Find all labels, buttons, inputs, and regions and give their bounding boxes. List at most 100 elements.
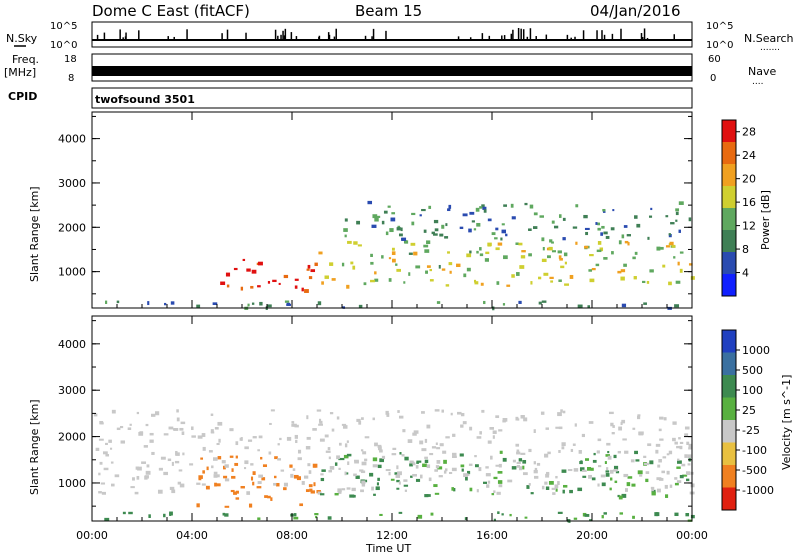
range-gate-cell — [595, 222, 598, 225]
x-tick-label: 00:00 — [76, 529, 108, 542]
colorbar-tick-label: 20 — [742, 173, 756, 186]
range-gate-cell — [212, 302, 218, 305]
range-gate-cell — [485, 473, 491, 477]
range-gate-cell — [179, 483, 185, 488]
range-gate-cell — [134, 491, 139, 495]
range-gate-cell — [533, 212, 538, 216]
range-gate-cell — [313, 482, 316, 487]
range-gate-cell — [545, 473, 550, 478]
range-gate-cell — [675, 219, 678, 222]
range-gate-cell — [647, 443, 652, 447]
range-gate-cell — [419, 440, 424, 445]
range-gate-cell — [105, 454, 110, 457]
range-gate-cell — [138, 431, 144, 436]
range-gate-cell — [665, 245, 670, 248]
range-gate-cell — [217, 474, 220, 478]
range-gate-cell — [231, 468, 234, 472]
range-gate-cell — [546, 471, 550, 476]
range-gate-cell — [210, 413, 214, 416]
range-gate-cell — [539, 215, 544, 218]
range-gate-cell — [308, 276, 313, 280]
range-gate-cell — [379, 458, 385, 463]
range-gate-cell — [391, 453, 397, 456]
range-gate-cell — [690, 276, 695, 280]
range-gate-cell — [415, 265, 421, 269]
range-gate-cell — [671, 244, 676, 248]
range-gate-cell — [482, 206, 487, 210]
range-gate-cell — [163, 433, 169, 436]
range-gate-cell — [662, 456, 667, 459]
noise-trace — [92, 28, 692, 41]
range-gate-cell — [371, 486, 374, 491]
colorbar-segment — [722, 487, 736, 510]
range-gate-cell — [379, 449, 383, 453]
range-gate-cell — [436, 301, 441, 304]
range-gate-cell — [655, 443, 661, 447]
range-gate-cell — [502, 418, 508, 422]
range-gate-cell — [481, 204, 485, 208]
range-gate-cell — [381, 455, 386, 460]
range-gate-cell — [677, 261, 680, 266]
range-gate-cell — [559, 257, 563, 261]
range-gate-cell — [105, 300, 108, 304]
range-gate-cell — [684, 426, 690, 430]
colorbar-segment — [722, 230, 736, 252]
range-gate-cell — [412, 461, 415, 465]
range-gate-cell — [181, 431, 185, 435]
range-gate-cell — [317, 491, 322, 495]
range-gate-cell — [622, 438, 627, 441]
range-gate-cell — [116, 427, 121, 431]
range-gate-cell — [510, 203, 514, 208]
range-gate-cell — [409, 463, 413, 467]
range-gate-cell — [467, 470, 471, 475]
y-tick-label: 4000 — [58, 338, 86, 351]
range-gate-cell — [147, 301, 150, 306]
range-gate-cell — [511, 466, 517, 470]
range-gate-cell — [461, 468, 464, 472]
range-gate-cell — [522, 465, 525, 470]
range-gate-cell — [676, 480, 682, 484]
range-gate-cell — [473, 279, 477, 283]
range-gate-cell — [670, 222, 675, 225]
range-gate-cell — [543, 272, 549, 276]
range-gate-cell — [584, 245, 589, 249]
range-gate-cell — [292, 423, 297, 427]
range-gate-cell — [602, 208, 606, 212]
range-gate-cell — [257, 449, 260, 452]
range-gate-cell — [437, 466, 443, 470]
range-gate-cell — [129, 423, 132, 426]
range-gate-cell — [460, 464, 465, 468]
range-gate-cell — [495, 227, 499, 231]
range-gate-cell — [632, 427, 636, 430]
range-gate-cell — [620, 269, 626, 273]
range-gate-cell — [214, 427, 219, 430]
range-gate-cell — [547, 255, 551, 259]
range-gate-cell — [388, 471, 391, 476]
range-gate-cell — [172, 428, 176, 431]
range-gate-cell — [612, 209, 615, 212]
power-colorbar: 4 8 12 16 20 24 28 — [721, 119, 756, 297]
cpid-label: CPID — [8, 90, 37, 103]
range-gate-cell — [481, 409, 485, 413]
range-gate-cell — [102, 451, 108, 455]
velocity-y-axis: 1000 2000 3000 4000 — [58, 320, 692, 507]
range-gate-cell — [618, 426, 623, 431]
range-gate-cell — [515, 242, 519, 245]
freq-strip: 18 8 60 0 — [64, 53, 721, 84]
range-gate-cell — [336, 416, 340, 420]
range-gate-cell — [398, 233, 403, 237]
range-gate-cell — [426, 424, 431, 429]
range-gate-cell — [614, 480, 618, 484]
range-gate-cell — [264, 495, 268, 498]
range-gate-cell — [196, 503, 200, 508]
range-gate-cell — [398, 511, 403, 514]
range-gate-cell — [441, 224, 445, 229]
range-gate-cell — [176, 409, 179, 413]
range-gate-cell — [428, 205, 432, 209]
range-gate-cell — [561, 446, 565, 450]
range-gate-cell — [136, 475, 140, 480]
range-gate-cell — [424, 456, 428, 459]
range-gate-cell — [260, 456, 263, 460]
range-gate-cell — [617, 450, 621, 454]
range-gate-cell — [558, 450, 561, 453]
